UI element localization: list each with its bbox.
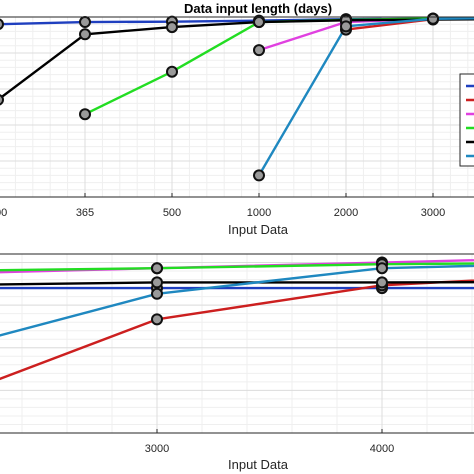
top-chart: 200 365 500 1000 2000 3000 Input Data Data inpu…	[0, 1, 474, 237]
x-axis-label: Input Data	[228, 457, 289, 472]
legend	[459, 73, 474, 167]
data-point	[0, 18, 4, 30]
x-tick-label: 365	[76, 207, 94, 219]
data-point	[151, 262, 163, 275]
x-tick-label: 1000	[247, 207, 271, 219]
data-point	[376, 276, 388, 289]
data-point	[427, 12, 439, 25]
data-point	[253, 169, 265, 182]
x-tick-label: 500	[163, 207, 181, 219]
series-line	[0, 280, 474, 286]
data-point	[376, 262, 388, 275]
data-point	[79, 28, 91, 41]
data-point	[340, 20, 352, 33]
x-tick-label: 4000	[370, 443, 394, 455]
data-point	[151, 287, 163, 300]
x-axis-label: Input Data	[228, 222, 289, 237]
data-point	[253, 44, 265, 57]
bottom-chart: 3000 4000 Input Data	[0, 253, 474, 472]
data-point	[151, 276, 163, 289]
plot-area	[0, 254, 474, 433]
data-point	[0, 94, 4, 106]
x-tick-label: 200	[0, 207, 7, 219]
data-point	[253, 16, 265, 29]
series-line	[0, 262, 474, 272]
x-tick-label: 2000	[334, 207, 358, 219]
data-point	[166, 65, 178, 78]
series-line	[0, 279, 474, 381]
data-point	[79, 108, 91, 121]
series-line	[257, 17, 474, 177]
chart-title: Data input length (days)	[184, 1, 332, 16]
plot-area	[0, 17, 474, 197]
data-point	[151, 313, 163, 326]
x-tick-label: 3000	[145, 443, 169, 455]
x-tick-label: 3000	[421, 207, 445, 219]
data-point	[166, 21, 178, 34]
series-line	[0, 264, 474, 337]
data-point	[79, 16, 91, 29]
